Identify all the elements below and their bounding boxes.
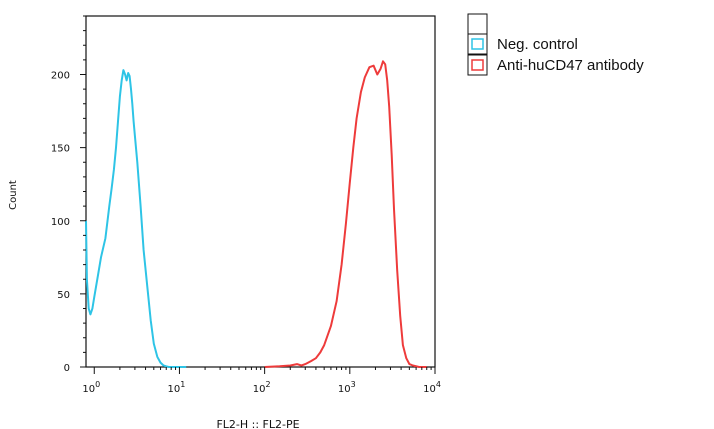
x-tick-base: 10 [423,384,436,395]
y-tick-label: 150 [51,144,70,155]
x-tick-base: 10 [82,384,95,395]
x-tick-label: 104 [423,380,441,395]
x-tick-label: 100 [82,380,100,395]
x-tick-base: 10 [253,384,266,395]
x-tick-exponent: 1 [180,380,185,389]
series-layer [85,60,427,368]
x-tick-exponent: 4 [436,380,441,389]
y-tick-label: 50 [57,290,70,301]
x-tick-exponent: 0 [95,380,100,389]
legend-header-box [467,13,488,35]
y-tick-label: 200 [51,71,70,82]
y-axis-label: Count [8,180,19,210]
y-tick-label: 100 [51,217,70,228]
legend-swatch-frame [467,33,488,55]
x-axis-label: FL2-H :: FL2-PE [216,418,299,429]
legend-label-1: Anti-huCD47 antibody [497,57,644,74]
legend-swatch-1 [471,59,484,71]
x-tick-label: 101 [168,380,186,395]
legend-label-0: Neg. control [497,36,578,53]
x-tick-label: 102 [253,380,271,395]
x-tick-exponent: 2 [265,380,270,389]
x-tick-base: 10 [168,384,181,395]
series-line-1 [264,60,427,368]
x-tick-exponent: 3 [351,380,356,389]
plot-frame [85,15,436,368]
legend: Neg. control Anti-huCD47 antibody [467,13,644,76]
legend-swatch-0 [471,38,484,50]
series-line-0 [85,69,187,368]
x-tick-base: 10 [338,384,351,395]
y-tick-label: 0 [64,363,70,374]
legend-swatch-frame [467,54,488,76]
x-tick-label: 103 [338,380,356,395]
